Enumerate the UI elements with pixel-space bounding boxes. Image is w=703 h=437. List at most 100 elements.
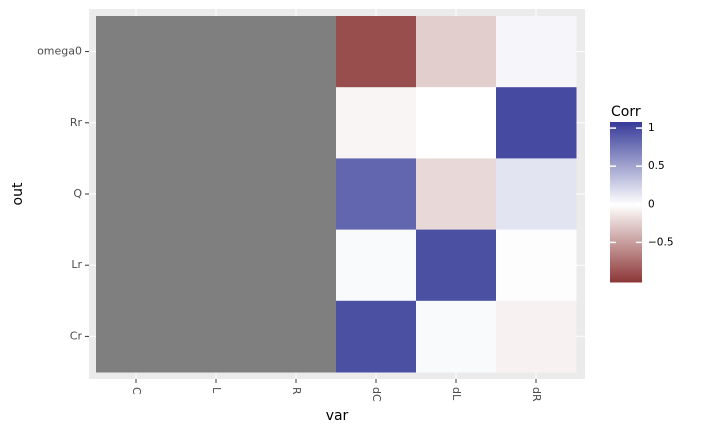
colorbar-segment (610, 122, 642, 125)
colorbar-segment (610, 138, 642, 141)
colorbar-segment (610, 240, 642, 243)
heat-tile (336, 300, 417, 373)
colorbar-segment (610, 158, 642, 161)
colorbar-tick-label: 0.5 (648, 160, 665, 172)
y-axis-title: out (10, 182, 26, 205)
heat-tile (416, 300, 497, 373)
colorbar-segment (610, 140, 642, 143)
legend-title: Corr (611, 104, 641, 120)
colorbar-segment (610, 270, 642, 273)
colorbar-segment (610, 200, 642, 203)
heat-tile (336, 87, 417, 159)
heat-tile (176, 300, 257, 373)
colorbar-segment (610, 250, 642, 253)
x-tick-label: dR (530, 387, 543, 402)
colorbar-segment (610, 130, 642, 133)
colorbar-segment (610, 146, 642, 149)
colorbar-segment (610, 242, 642, 245)
colorbar-segment (610, 258, 642, 261)
colorbar-segment (610, 174, 642, 177)
colorbar-segment (610, 260, 642, 263)
x-tick-label: dL (450, 387, 463, 401)
colorbar-segment (610, 226, 642, 229)
colorbar-segment (610, 144, 642, 147)
x-tick-label: R (290, 387, 303, 395)
heat-tile (96, 87, 177, 159)
colorbar-segment (610, 190, 642, 193)
heat-tile (176, 87, 257, 159)
colorbar-segment (610, 136, 642, 139)
colorbar-segment (610, 184, 642, 187)
colorbar-segment (610, 230, 642, 233)
colorbar-segment (610, 180, 642, 183)
colorbar-segment (610, 204, 642, 207)
colorbar-segment (610, 224, 642, 227)
colorbar-segment (610, 150, 642, 153)
colorbar-segment (610, 222, 642, 225)
colorbar-segment (610, 214, 642, 217)
colorbar-segment (610, 232, 642, 235)
heat-tile (96, 300, 177, 373)
colorbar-segment (610, 156, 642, 159)
colorbar-segment (610, 178, 642, 181)
colorbar-segment (610, 202, 642, 205)
colorbar-segment (610, 274, 642, 277)
heat-tile (496, 158, 577, 231)
colorbar-segment (610, 256, 642, 259)
colorbar-segment (610, 142, 642, 145)
colorbar-segment (610, 170, 642, 173)
heat-tile (336, 158, 417, 231)
colorbar-segment (610, 266, 642, 269)
colorbar-segment (610, 272, 642, 275)
colorbar-segment (610, 162, 642, 165)
colorbar-segment (610, 210, 642, 213)
colorbar-segment (610, 206, 642, 209)
x-tick-label: dC (370, 387, 383, 402)
heat-tile (496, 300, 577, 373)
colorbar-segment (610, 194, 642, 197)
colorbar-segment (610, 244, 642, 247)
colorbar-segment (610, 220, 642, 223)
heat-tile (176, 229, 257, 302)
colorbar-tick-label: 1 (648, 122, 655, 134)
heat-tile (176, 16, 257, 88)
heat-tile (496, 16, 577, 88)
heat-tile (96, 158, 177, 231)
colorbar-segment (610, 188, 642, 191)
heat-tile (416, 158, 497, 231)
colorbar-segment (610, 218, 642, 221)
heat-tile (256, 300, 337, 373)
x-tick-label: L (210, 387, 223, 394)
colorbar-segment (610, 280, 642, 283)
colorbar-segment (610, 154, 642, 157)
heat-tile (256, 229, 337, 302)
colorbar-segment (610, 192, 642, 195)
colorbar-segment (610, 124, 642, 127)
y-tick-label: Cr (70, 329, 83, 342)
colorbar-segment (610, 176, 642, 179)
colorbar-segment (610, 248, 642, 251)
heat-tile (176, 158, 257, 231)
colorbar-tick-label: −0.5 (648, 236, 674, 248)
colorbar-segment (610, 166, 642, 169)
colorbar-segment (610, 126, 642, 129)
heat-tile (496, 87, 577, 159)
x-tick-label: C (130, 387, 143, 395)
heat-tile (256, 16, 337, 88)
y-tick-label: Lr (71, 258, 82, 271)
colorbar-segment (610, 152, 642, 155)
colorbar-segment (610, 168, 642, 171)
x-axis-title: var (326, 408, 349, 424)
heat-tile (416, 229, 497, 302)
colorbar-segment (610, 172, 642, 175)
colorbar-segment (610, 134, 642, 137)
heat-tile (256, 158, 337, 231)
colorbar-segment (610, 208, 642, 211)
colorbar-segment (610, 128, 642, 131)
heat-tile (336, 16, 417, 88)
colorbar-segment (610, 132, 642, 135)
colorbar-segment (610, 278, 642, 281)
colorbar-segment (610, 276, 642, 279)
colorbar-segment (610, 216, 642, 219)
